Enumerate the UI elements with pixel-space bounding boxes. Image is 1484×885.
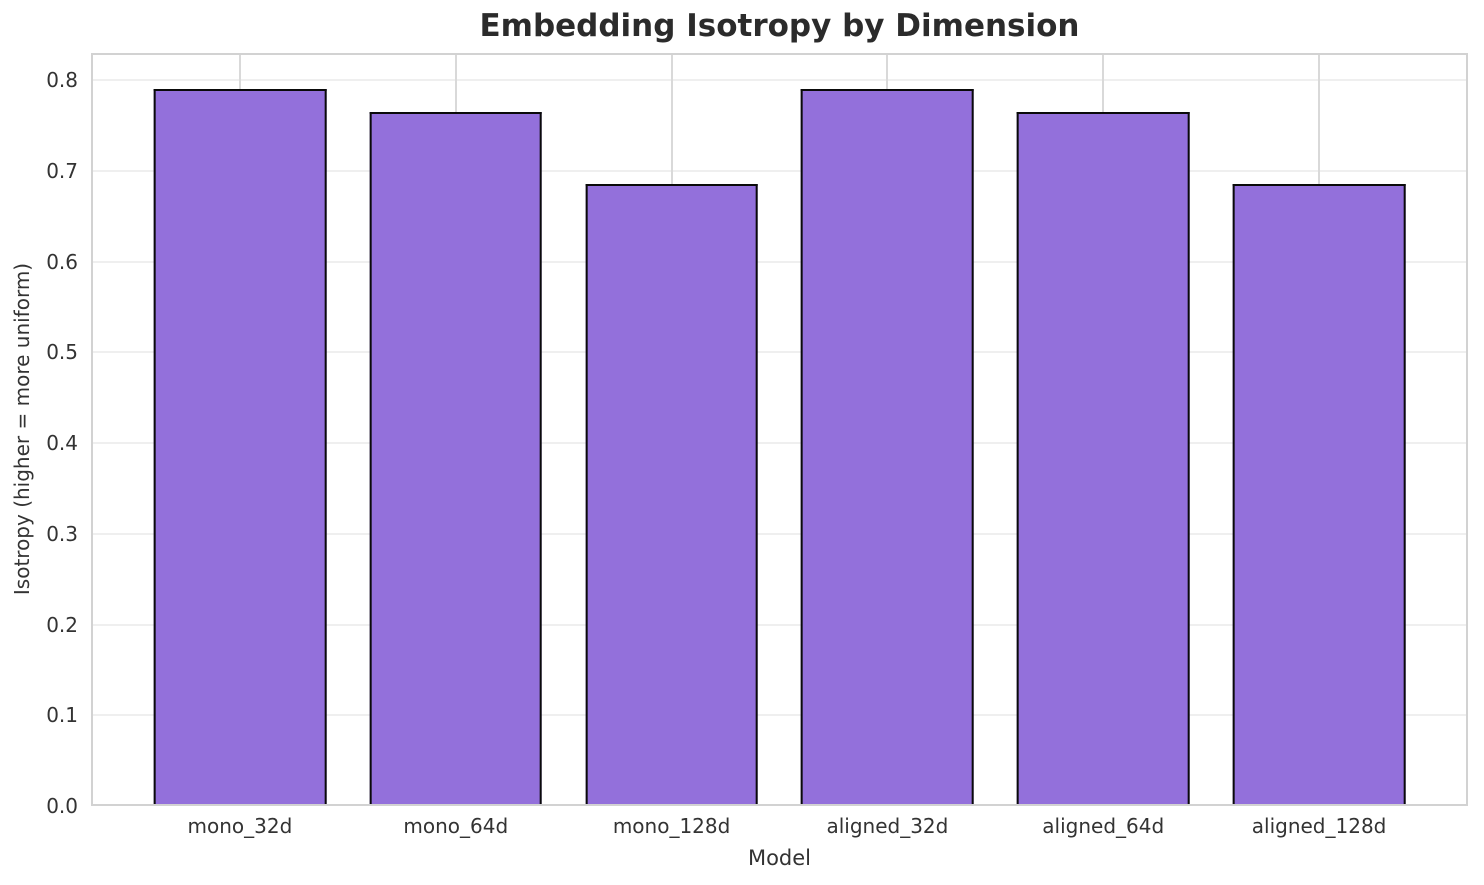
x-tick-label-mono_128d: mono_128d — [612, 814, 731, 838]
h-gridline-0.3 — [91, 532, 1468, 535]
y-tick-label-0.1: 0.1 — [46, 703, 78, 728]
h-gridline-0.8 — [91, 79, 1468, 82]
h-gridline-0.6 — [91, 260, 1468, 263]
bar-aligned_32d — [801, 89, 974, 806]
y-tick-label-0.0: 0.0 — [46, 794, 78, 818]
bar-mono_128d — [585, 183, 758, 806]
y-tick-label-0.3: 0.3 — [46, 521, 78, 546]
x-tick-label-aligned_64d: aligned_64d — [1042, 814, 1165, 838]
x-tick-label-aligned_32d: aligned_32d — [826, 814, 949, 838]
y-tick-label-0.8: 0.8 — [46, 68, 78, 93]
bar-mono_32d — [153, 89, 327, 806]
y-tick-label-0.4: 0.4 — [46, 431, 78, 456]
bar-aligned_128d — [1232, 183, 1406, 806]
chart-title: Embedding Isotropy by Dimension — [479, 8, 1080, 44]
y-tick-label-0.6: 0.6 — [46, 249, 78, 274]
x-axis-label: Model — [747, 846, 812, 870]
x-tick-label-mono_32d: mono_32d — [187, 814, 293, 838]
h-gridline-0.1 — [91, 714, 1468, 717]
x-tick-label-aligned_128d: aligned_128d — [1251, 814, 1387, 838]
plot-area — [91, 53, 1468, 806]
y-tick-label-0.2: 0.2 — [46, 612, 78, 637]
x-tick-label-mono_64d: mono_64d — [403, 814, 509, 838]
y-tick-label-0.5: 0.5 — [46, 340, 78, 365]
h-gridline-0.7 — [91, 169, 1468, 172]
h-gridline-0.4 — [91, 442, 1468, 445]
h-gridline-0.2 — [91, 623, 1468, 626]
bar-aligned_64d — [1016, 111, 1190, 806]
bar-mono_64d — [369, 111, 543, 806]
h-gridline-0.5 — [91, 351, 1468, 354]
y-tick-label-0.7: 0.7 — [46, 158, 78, 183]
